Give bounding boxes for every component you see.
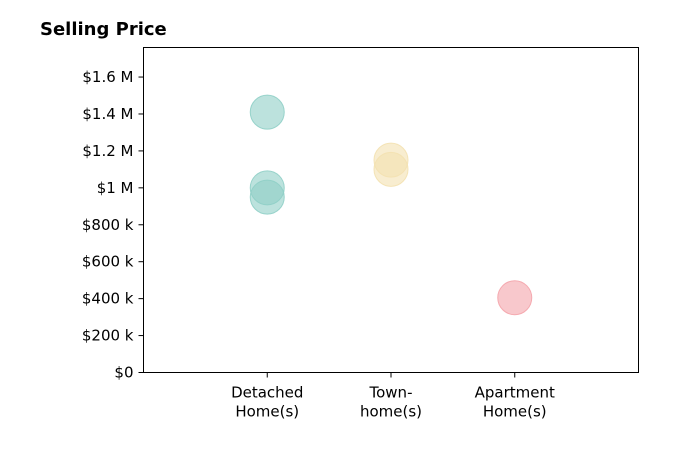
y-tick-label: $400 k <box>82 290 134 308</box>
y-tick-label: $800 k <box>82 216 134 234</box>
data-point <box>497 280 533 316</box>
y-axis: $0 $200 k $400 k $600 k $800 k $1 M $1.2 M $1.4… <box>82 68 144 382</box>
y-tick-label: $0 <box>114 364 133 382</box>
x-tick-label: Apartment Home(s) <box>475 384 555 421</box>
data-points <box>249 94 533 316</box>
data-point <box>249 179 285 215</box>
data-point <box>373 151 409 187</box>
y-tick-label: $1.4 M <box>82 105 133 123</box>
x-tick-label: Town-home(s) <box>360 384 422 421</box>
y-tick-label: $200 k <box>82 327 134 345</box>
y-tick-label: $1.6 M <box>82 68 133 86</box>
x-axis: Detached Home(s) Town-home(s) Apartment Home… <box>231 372 555 421</box>
plot-area-frame <box>143 47 639 373</box>
y-tick-label: $1.2 M <box>82 142 133 160</box>
x-tick-label: Detached Home(s) <box>231 384 303 421</box>
chart-title: Selling Price <box>40 19 167 40</box>
data-point <box>249 94 285 130</box>
y-tick-label: $600 k <box>82 253 134 271</box>
y-tick-label: $1 M <box>97 179 134 197</box>
